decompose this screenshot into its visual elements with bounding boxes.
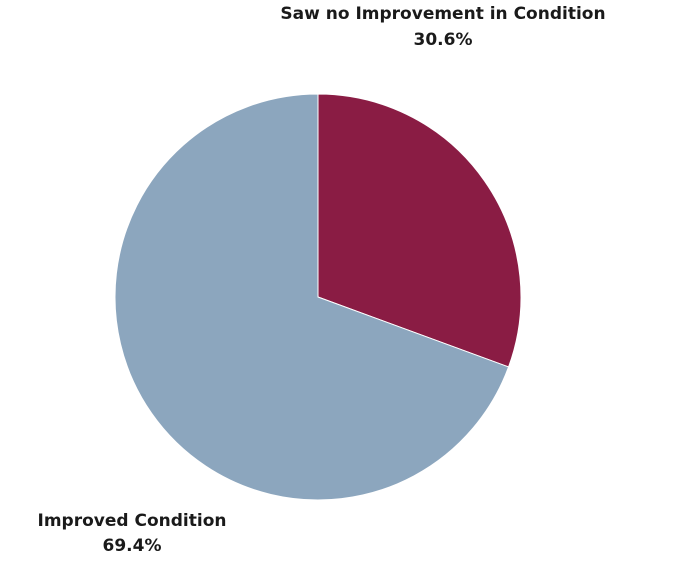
pie-slice-improved	[114, 93, 510, 501]
slice-value-improved: 69.4%	[103, 536, 162, 556]
slice-value-no-improvement: 30.6%	[414, 30, 473, 50]
slice-label-improved: Improved Condition	[38, 511, 227, 531]
slice-label-no-improvement: Saw no Improvement in Condition	[280, 4, 605, 24]
pie-slice-no-improvement	[317, 93, 522, 368]
pie-slices	[114, 93, 522, 501]
